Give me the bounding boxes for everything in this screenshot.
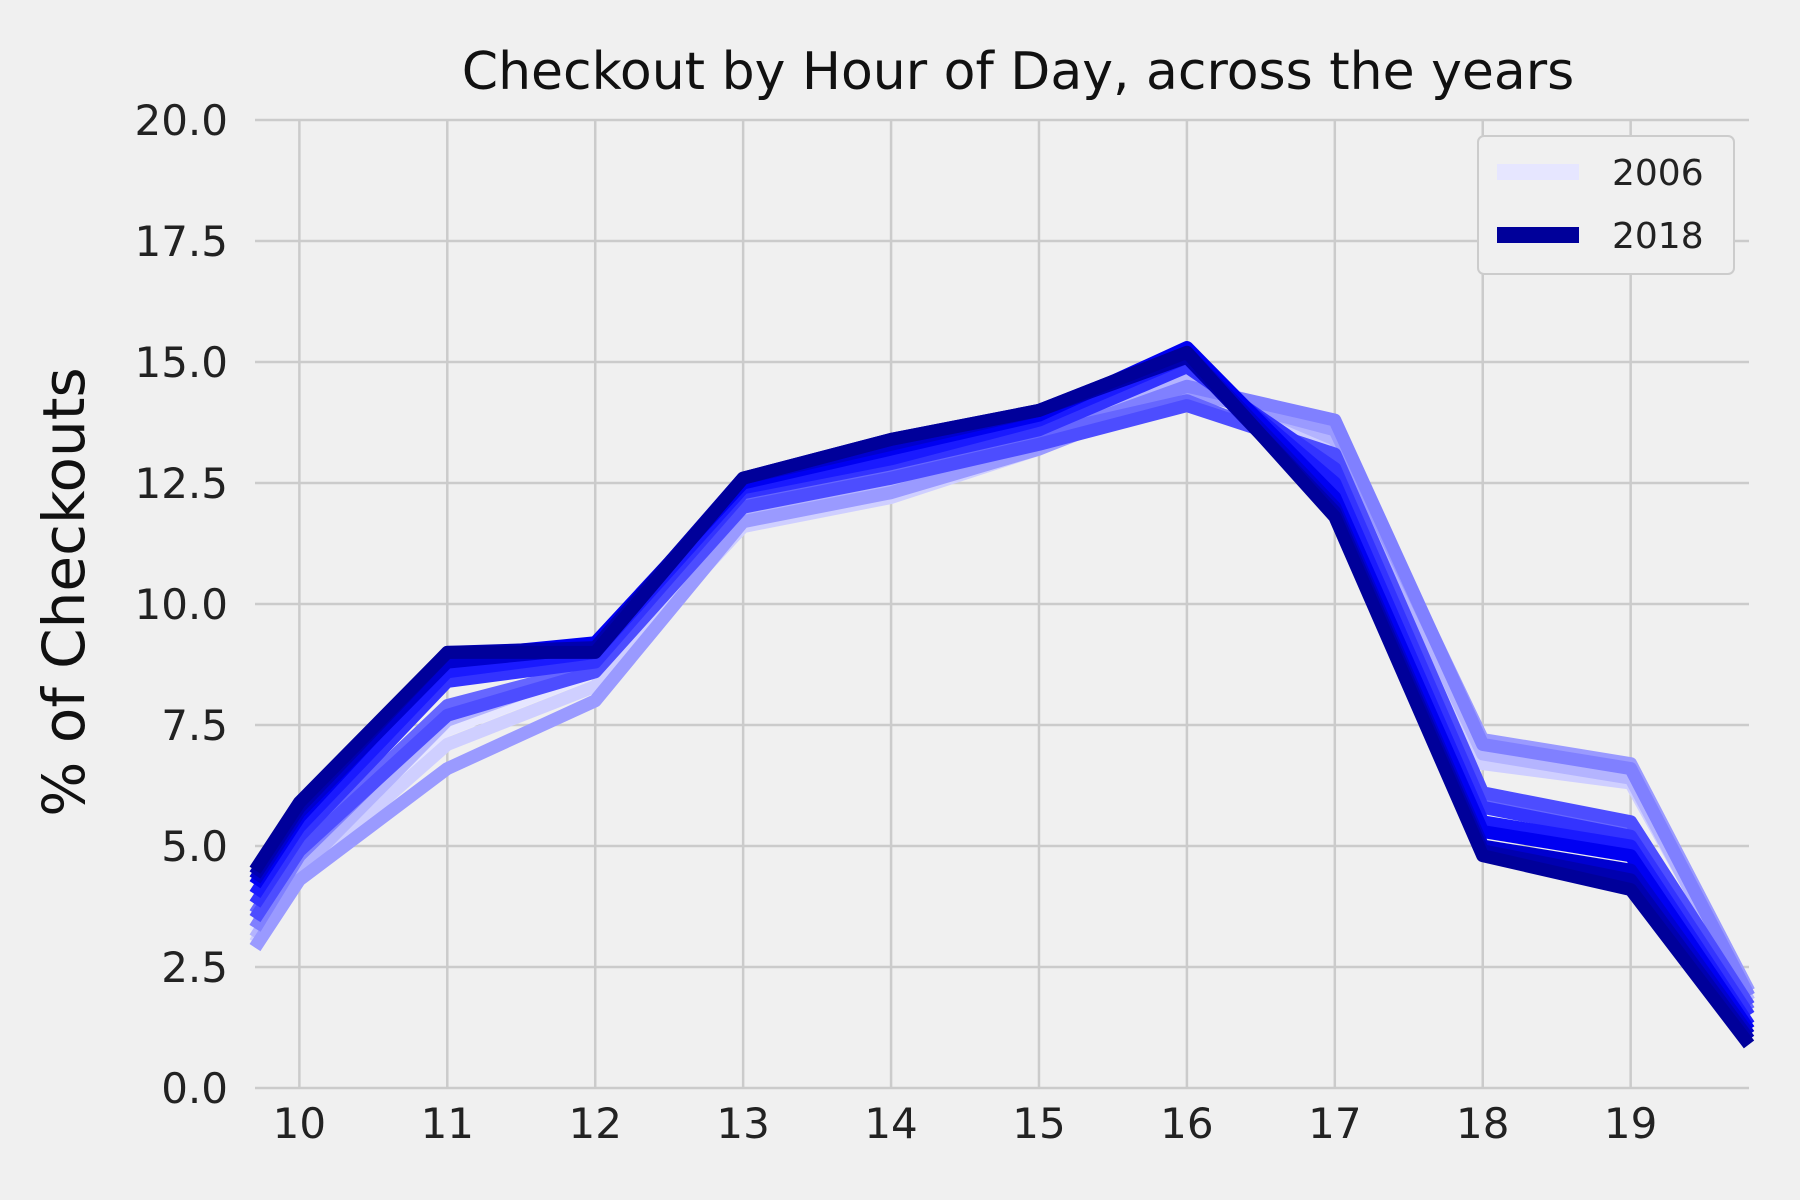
x-tick-label: 18 — [1456, 1099, 1509, 1148]
y-tick-label: 12.5 — [134, 459, 228, 508]
x-tick-label: 14 — [864, 1099, 917, 1148]
x-tick-label: 12 — [568, 1099, 621, 1148]
x-tick-label: 15 — [1012, 1099, 1065, 1148]
y-tick-label: 20.0 — [134, 96, 228, 145]
y-tick-labels: 0.0 2.5 5.0 7.5 10.0 12.5 15.0 17.5 20.0 — [134, 96, 228, 1113]
x-tick-label: 13 — [716, 1099, 769, 1148]
x-tick-label: 16 — [1160, 1099, 1213, 1148]
series-line-12 — [249, 345, 1755, 1049]
x-tick-labels: 10 11 12 13 14 15 16 17 18 19 — [273, 1099, 1658, 1148]
x-tick-label: 19 — [1604, 1099, 1657, 1148]
y-tick-label: 2.5 — [161, 943, 228, 992]
series-line-6 — [249, 399, 1755, 1010]
legend: 2006 2018 — [1477, 135, 1735, 275]
y-tick-label: 17.5 — [134, 217, 228, 266]
legend-label-2018: 2018 — [1612, 216, 1704, 257]
x-tick-label: 10 — [273, 1099, 326, 1148]
legend-label-2006: 2006 — [1612, 153, 1704, 194]
y-axis-label: % of Checkouts — [30, 367, 98, 816]
y-tick-label: 7.5 — [161, 701, 228, 750]
y-tick-label: 5.0 — [161, 822, 228, 871]
grid — [255, 118, 1749, 1090]
x-tick-label: 11 — [421, 1099, 474, 1148]
chart-title: Checkout by Hour of Day, across the year… — [462, 42, 1574, 102]
y-tick-label: 15.0 — [134, 338, 228, 387]
series-group — [249, 341, 1755, 1049]
y-tick-label: 0.0 — [161, 1064, 228, 1113]
series-line-7 — [249, 360, 1755, 1019]
y-tick-label: 10.0 — [134, 580, 228, 629]
x-tick-label: 17 — [1308, 1099, 1361, 1148]
series-line-8 — [249, 350, 1755, 1029]
